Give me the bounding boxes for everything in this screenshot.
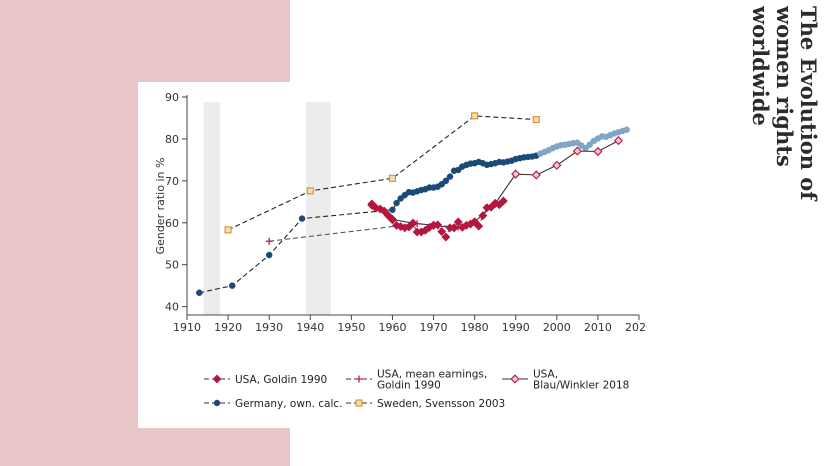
legend-label-1-0: USA, mean earnings, [377, 369, 487, 381]
data-point-s0-17 [437, 227, 447, 236]
x-tick-label-2020: 2020 [625, 321, 647, 334]
x-tick-label-1980: 1980 [461, 321, 489, 334]
series-3 [196, 152, 540, 297]
slide-title: The Evolution of women rights worldwide [722, 5, 821, 266]
data-point-s2-11 [593, 146, 603, 157]
legend-item-0: USA, Goldin 1990 [204, 374, 327, 386]
chart-card: 40 50 60 70 80 90 1910 1920 1930 1940 1950 1960 1970… [138, 82, 647, 428]
data-point-s0-5 [388, 215, 397, 225]
data-point-s0-3 [379, 206, 389, 216]
series-2 [367, 136, 624, 233]
data-point-s0-18 [441, 232, 451, 242]
y-tick-label-90: 90 [165, 91, 179, 104]
legend-label-4-0: Sweden, Svensson 2003 [377, 398, 505, 410]
y-tick-label-70: 70 [165, 175, 179, 188]
legend-label-2-0: USA, [533, 369, 558, 381]
x-tick-label-1990: 1990 [502, 321, 530, 334]
series-line-2 [371, 140, 619, 229]
data-point-s0-21 [453, 217, 463, 227]
data-point-s3-1 [228, 282, 236, 289]
y-tick-label-80: 80 [165, 133, 179, 146]
data-point-s0-26 [474, 221, 484, 231]
legend-marker-3 [213, 399, 221, 407]
x-tick-label-2000: 2000 [543, 321, 571, 334]
series-line-5 [227, 115, 537, 231]
data-point-s0-20 [449, 223, 459, 233]
x-tick-label-2010: 2010 [584, 321, 612, 334]
y-tick-label-50: 50 [165, 259, 179, 272]
legend-label-3-0: Germany, own. calc. [235, 398, 343, 410]
data-point-s3-4 [389, 206, 396, 214]
data-point-s2-8 [531, 170, 541, 180]
legend-label-1-1: Goldin 1990 [377, 380, 441, 392]
legend-item-4: Sweden, Svensson 2003 [346, 398, 505, 410]
x-tick-label-1910: 1910 [173, 321, 201, 334]
data-point-s2-7 [511, 169, 521, 179]
x-tick-label-1920: 1920 [214, 321, 242, 334]
data-point-s5-1 [306, 187, 314, 195]
title-line-1: The Evolution of [796, 6, 821, 202]
data-point-s2-9 [552, 160, 562, 170]
data-point-s2-12 [613, 136, 624, 146]
data-point-s3-5 [393, 199, 400, 207]
title-line-2: women rights [772, 5, 797, 167]
legend-marker-4 [355, 399, 363, 407]
x-tick-label-1960: 1960 [378, 321, 406, 334]
data-point-s5-2 [388, 174, 397, 182]
data-point-s5-4 [532, 116, 540, 124]
y-tick-label-40: 40 [165, 301, 179, 314]
title-line-3: worldwide [748, 5, 773, 126]
data-point-s3-0 [196, 289, 203, 297]
legend-marker-0 [212, 374, 222, 384]
legend-label-2-1: Blau/Winkler 2018 [533, 380, 629, 392]
data-point-s0-16 [433, 220, 443, 230]
slide-title-graphic: The Evolution of women rights worldwide [748, 5, 821, 202]
shaded-period-0 [203, 102, 220, 315]
gender-ratio-chart: 40 50 60 70 80 90 1910 1920 1930 1940 1950 1960 1970… [154, 91, 647, 410]
series-line-3 [199, 155, 537, 294]
data-point-s5-0 [224, 226, 232, 234]
data-point-s0-32 [498, 196, 508, 206]
legend-marker-1 [355, 375, 363, 383]
data-point-s3-18 [446, 173, 454, 180]
shaded-period-1 [306, 102, 331, 315]
x-tick-label-1950: 1950 [337, 321, 365, 334]
data-point-s4-21 [623, 126, 630, 133]
legend-label-0-0: USA, Goldin 1990 [235, 374, 327, 386]
series-5 [224, 112, 540, 234]
data-point-s1-0 [265, 237, 273, 245]
x-tick-label-1940: 1940 [296, 321, 324, 334]
legend-item-1: USA, mean earnings,Goldin 1990 [346, 369, 487, 392]
data-point-s0-10 [408, 218, 418, 228]
series-4 [537, 126, 630, 157]
y-tick-label-60: 60 [165, 217, 179, 230]
data-point-s3-2 [265, 251, 273, 259]
data-point-s4-12 [586, 141, 593, 149]
legend-item-2: USA,Blau/Winkler 2018 [502, 369, 629, 392]
legend-marker-2 [510, 374, 520, 384]
data-point-s5-3 [471, 112, 479, 120]
data-point-s3-3 [298, 215, 306, 222]
x-tick-label-1970: 1970 [420, 321, 448, 334]
data-point-s2-10 [572, 146, 582, 156]
data-point-s3-17 [442, 177, 450, 185]
data-point-s0-27 [478, 211, 488, 221]
series-0 [367, 196, 508, 242]
x-tick-label-1930: 1930 [255, 321, 283, 334]
y-axis-label: Gender ratio in % [154, 158, 167, 255]
legend-item-3: Germany, own. calc. [204, 398, 343, 410]
